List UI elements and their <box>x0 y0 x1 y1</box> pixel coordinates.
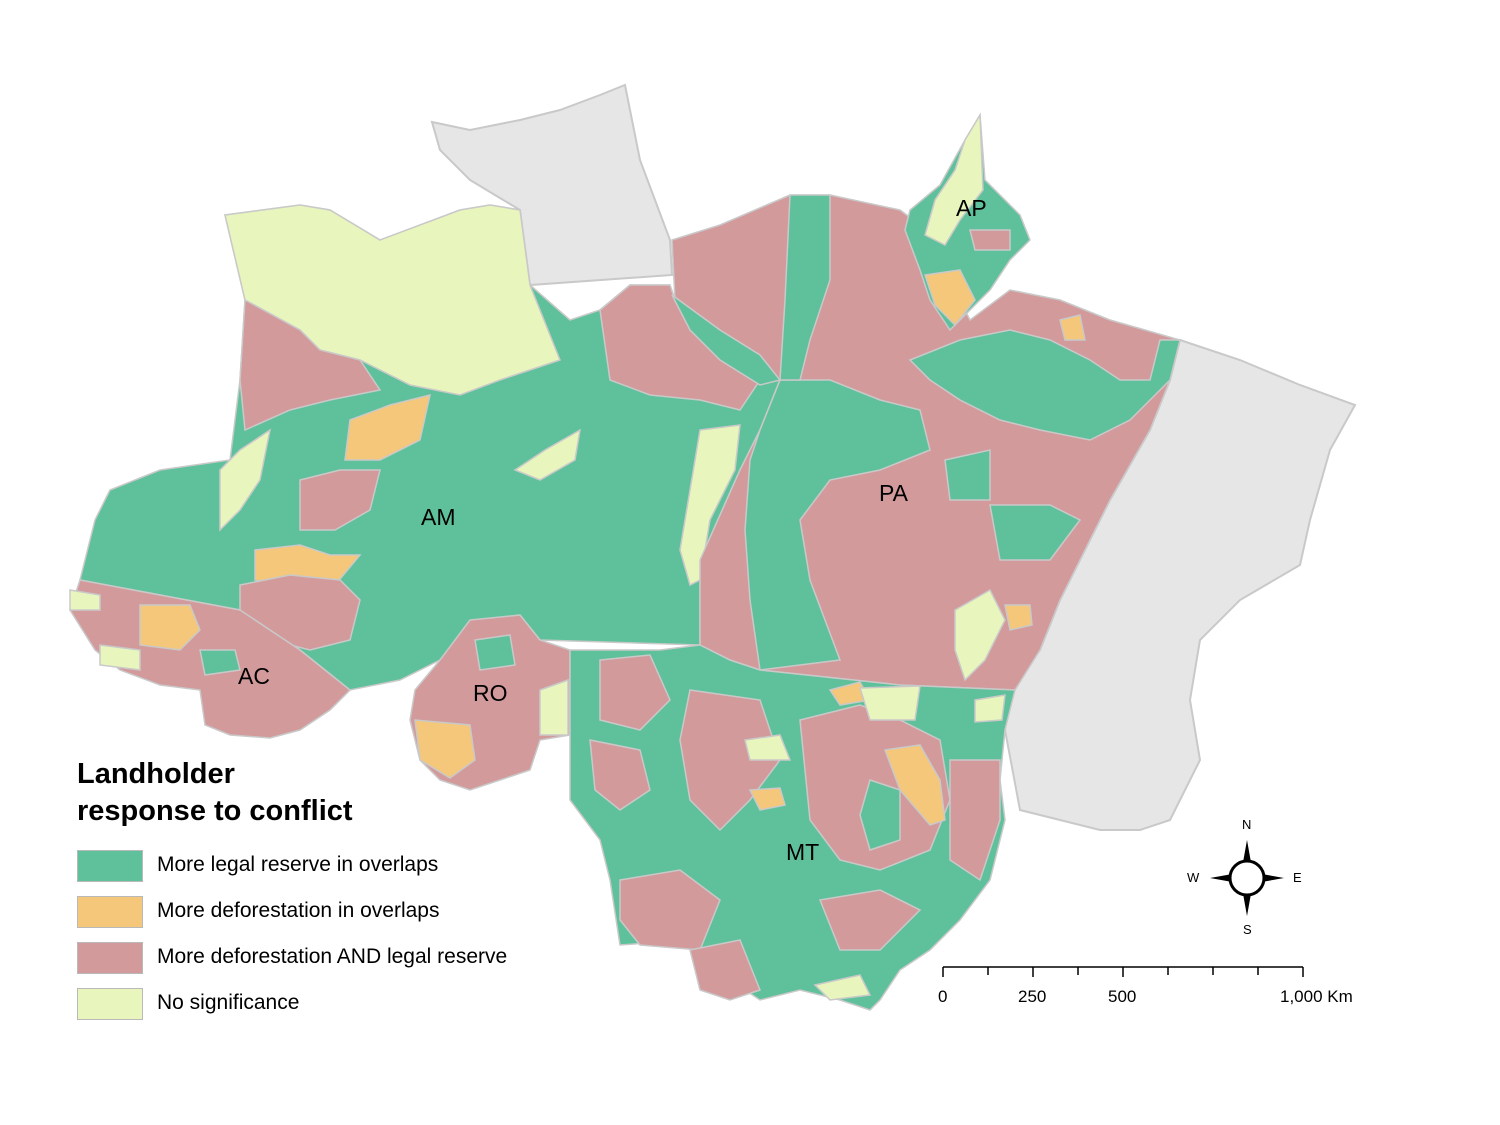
label-ro: RO <box>473 680 508 706</box>
am-orange-1[interactable] <box>344 393 431 461</box>
scale-label-1000: 1,000 Km <box>1280 987 1353 1006</box>
mt-orange-3[interactable] <box>748 787 786 811</box>
compass-w: W <box>1187 870 1200 885</box>
label-ap: AP <box>956 195 987 221</box>
legend-label: No significance <box>157 991 300 1014</box>
label-am: AM <box>421 504 456 530</box>
legend: Landholder response to conflict More leg… <box>77 756 507 1020</box>
legend-title-line2: response to conflict <box>77 795 353 827</box>
ro-yellow[interactable] <box>539 678 569 736</box>
pa-green-1[interactable] <box>744 379 931 671</box>
label-pa: PA <box>879 480 909 506</box>
ro-orange[interactable] <box>414 719 476 779</box>
pa-yellow[interactable] <box>954 588 1006 682</box>
pa-green-2[interactable] <box>779 194 831 381</box>
pa-green-5[interactable] <box>989 504 1082 561</box>
state-labels: AP AM PA AC RO MT <box>238 195 987 865</box>
compass-e: E <box>1293 870 1302 885</box>
ac-orange[interactable] <box>139 604 201 651</box>
scale-label-500: 500 <box>1108 987 1136 1006</box>
mt-green-inner[interactable] <box>859 779 901 851</box>
study-region <box>69 112 1181 1011</box>
mt-pink-1[interactable] <box>599 654 671 731</box>
pa-orange-2[interactable] <box>1059 314 1086 341</box>
mt-yellow-2[interactable] <box>744 734 792 761</box>
ap-yellow[interactable] <box>924 112 984 246</box>
scale-bar <box>942 966 1304 977</box>
mt-yellow-3[interactable] <box>813 974 872 1001</box>
mt-pink-4[interactable] <box>949 759 1001 882</box>
legend-swatch-orange <box>77 896 143 928</box>
scale-label-250: 250 <box>1018 987 1046 1006</box>
pa-orange[interactable] <box>1004 604 1033 631</box>
ap-pink[interactable] <box>969 229 1011 251</box>
ac-yellow-2[interactable] <box>99 644 141 671</box>
legend-label: More deforestation in overlaps <box>157 899 440 922</box>
mt-pink-2[interactable] <box>679 689 781 832</box>
pa-green-3[interactable] <box>908 329 1181 441</box>
label-ac: AC <box>238 663 270 689</box>
legend-swatch-green <box>77 850 143 882</box>
mt-pink-7[interactable] <box>818 889 922 951</box>
legend-label: More deforestation AND legal reserve <box>157 945 508 968</box>
compass-s: S <box>1243 922 1252 937</box>
compass-rose-icon: N S E W <box>1187 817 1302 937</box>
mt-yellow-1[interactable] <box>858 685 921 721</box>
ro-green[interactable] <box>474 634 516 671</box>
ac-yellow[interactable] <box>69 589 101 611</box>
compass-n: N <box>1242 817 1251 832</box>
pa-green-4[interactable] <box>944 449 991 501</box>
legend-title-line1: Landholder <box>77 758 235 790</box>
legend-label: More legal reserve in overlaps <box>157 853 439 876</box>
am-pink-nw[interactable] <box>239 298 382 432</box>
legend-swatch-yellow <box>77 988 143 1020</box>
mt-pink-8[interactable] <box>589 739 651 811</box>
scale-label-0: 0 <box>938 987 947 1006</box>
am-yellow-2[interactable] <box>513 428 581 481</box>
outside-north <box>430 83 674 287</box>
mt-yellow-4[interactable] <box>974 694 1006 723</box>
pa-green-nw[interactable] <box>671 294 782 386</box>
ap-orange[interactable] <box>924 269 976 327</box>
mt-pink-6[interactable] <box>689 939 761 1001</box>
legend-title: Landholder response to conflict <box>77 756 437 830</box>
ac-green[interactable] <box>199 649 241 676</box>
label-mt: MT <box>786 839 819 865</box>
am-yellow-strip[interactable] <box>219 428 272 532</box>
am-pink-1[interactable] <box>299 469 381 531</box>
scale-bar-labels: 0 250 500 1,000 Km <box>938 987 1353 1006</box>
legend-swatch-pink <box>77 942 143 974</box>
